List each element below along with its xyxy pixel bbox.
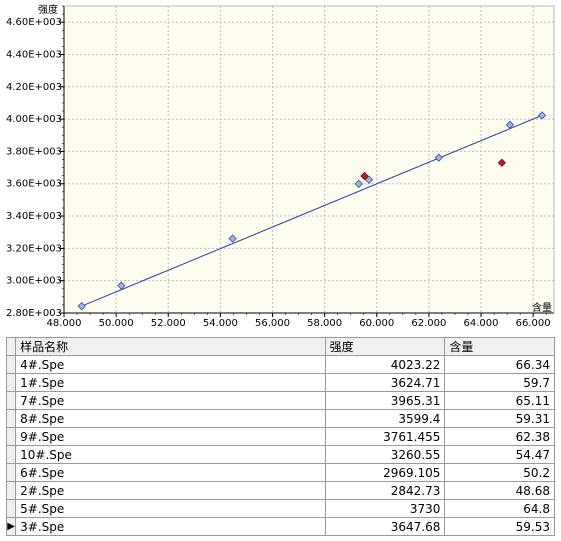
data-point xyxy=(434,153,443,162)
sample-name-cell[interactable]: 10#.Spe xyxy=(15,445,326,464)
intensity-cell[interactable]: 2969.105 xyxy=(324,463,446,482)
x-tick-label: 56.000 xyxy=(255,318,290,329)
data-point xyxy=(364,175,374,184)
plot-area xyxy=(64,6,554,313)
intensity-cell[interactable]: 2842.73 xyxy=(324,481,446,500)
row-indicator[interactable] xyxy=(5,499,17,518)
table-row[interactable]: 8#.Spe 3599.4 59.31 xyxy=(5,409,555,428)
intensity-cell[interactable]: 3965.31 xyxy=(324,391,446,410)
y-tick-label: 4.00E+003 xyxy=(6,114,62,125)
intensity-cell[interactable]: 3599.4 xyxy=(324,409,446,428)
content-cell[interactable]: 48.68 xyxy=(444,481,555,500)
content-cell[interactable]: 65.11 xyxy=(444,391,555,410)
sample-name-cell[interactable]: 1#.Spe xyxy=(15,373,326,392)
y-tick-label: 3.80E+003 xyxy=(6,146,62,157)
table-row[interactable]: 1#.Spe 3624.71 59.7 xyxy=(5,373,555,392)
row-indicator[interactable] xyxy=(5,445,17,464)
x-axis-label: 含量 xyxy=(532,301,552,314)
chart-svg: 48.000 50.000 52.000 54.000 56.000 58.000 60.0… xyxy=(6,3,555,329)
column-header-intensity[interactable]: 强度 xyxy=(324,337,446,356)
y-tick-label: 2.80E+003 xyxy=(6,308,62,319)
content-cell[interactable]: 66.34 xyxy=(444,355,555,374)
x-tick-label: 54.000 xyxy=(203,318,238,329)
intensity-cell[interactable]: 3260.55 xyxy=(324,445,446,464)
excluded-point xyxy=(360,171,369,181)
y-tick-label: 4.40E+003 xyxy=(6,49,62,60)
y-tick-label: 3.20E+003 xyxy=(6,243,62,254)
sample-name-cell[interactable]: 3#.Spe xyxy=(15,517,326,536)
row-indicator-header xyxy=(5,337,17,356)
row-indicator[interactable] xyxy=(5,427,17,446)
content-cell[interactable]: 59.31 xyxy=(444,409,555,428)
table-row[interactable]: 5#.Spe 3730 64.8 xyxy=(5,499,555,518)
row-indicator[interactable] xyxy=(5,373,17,392)
row-indicator[interactable]: ▶ xyxy=(5,517,17,536)
row-indicator[interactable] xyxy=(5,409,17,428)
data-point xyxy=(354,179,363,188)
table-row[interactable]: ▶ 3#.Spe 3647.68 59.53 xyxy=(5,517,555,536)
table-row[interactable]: 7#.Spe 3965.31 65.11 xyxy=(5,391,555,410)
y-axis-label: 强度 xyxy=(38,3,58,16)
content-cell[interactable]: 54.47 xyxy=(444,445,555,464)
row-indicator[interactable] xyxy=(5,463,17,482)
table-row[interactable]: 9#.Spe 3761.455 62.38 xyxy=(5,427,555,446)
row-indicator[interactable] xyxy=(5,391,17,410)
row-indicator[interactable] xyxy=(5,355,17,374)
sample-name-cell[interactable]: 8#.Spe xyxy=(15,409,326,428)
sample-name-cell[interactable]: 4#.Spe xyxy=(15,355,326,374)
y-tick-label: 3.60E+003 xyxy=(6,179,62,190)
data-point xyxy=(228,234,237,243)
intensity-cell[interactable]: 3761.455 xyxy=(324,427,446,446)
data-point xyxy=(117,281,126,290)
x-tick-label: 66.000 xyxy=(516,318,551,329)
sample-name-cell[interactable]: 2#.Spe xyxy=(15,481,326,500)
table-row[interactable]: 2#.Spe 2842.73 48.68 xyxy=(5,481,555,500)
row-indicator[interactable] xyxy=(5,481,17,500)
content-cell[interactable]: 62.38 xyxy=(444,427,555,446)
x-tick-label: 64.000 xyxy=(464,318,499,329)
sample-name-cell[interactable]: 7#.Spe xyxy=(15,391,326,410)
y-tick-label: 4.60E+003 xyxy=(6,17,62,28)
sample-name-cell[interactable]: 9#.Spe xyxy=(15,427,326,446)
x-tick-label: 52.000 xyxy=(151,318,186,329)
calibration-line xyxy=(81,114,543,307)
content-cell[interactable]: 59.7 xyxy=(444,373,555,392)
sample-table: 样品名称 强度 含量 4#.Spe 4023.22 66.34 1#.Spe 3624.… xyxy=(5,337,555,536)
x-tick-label: 50.000 xyxy=(99,318,134,329)
sample-name-cell[interactable]: 5#.Spe xyxy=(15,499,326,518)
table-row[interactable]: 10#.Spe 3260.55 54.47 xyxy=(5,445,555,464)
x-tick-label: 48.000 xyxy=(47,318,82,329)
intensity-cell[interactable]: 4023.22 xyxy=(324,355,446,374)
table-row[interactable]: 6#.Spe 2969.105 50.2 xyxy=(5,463,555,482)
sample-name-cell[interactable]: 6#.Spe xyxy=(15,463,326,482)
content-cell[interactable]: 50.2 xyxy=(444,463,555,482)
y-tick-label: 4.20E+003 xyxy=(6,82,62,93)
data-point xyxy=(77,301,86,311)
column-header-sample-name[interactable]: 样品名称 xyxy=(15,337,326,356)
x-tick-label: 58.000 xyxy=(307,318,342,329)
intensity-cell[interactable]: 3624.71 xyxy=(324,373,446,392)
table-row[interactable]: 4#.Spe 4023.22 66.34 xyxy=(5,355,555,374)
x-tick-label: 62.000 xyxy=(411,318,446,329)
intensity-cell[interactable]: 3730 xyxy=(324,499,446,518)
column-header-content[interactable]: 含量 xyxy=(444,337,555,356)
excluded-point xyxy=(497,158,507,167)
table-header-row: 样品名称 强度 含量 xyxy=(5,337,555,356)
calibration-chart: 48.000 50.000 52.000 54.000 56.000 58.000 60.0… xyxy=(6,3,555,329)
y-tick-label: 3.40E+003 xyxy=(6,211,62,222)
x-tick-label: 60.000 xyxy=(359,318,394,329)
data-point xyxy=(537,111,547,120)
content-cell[interactable]: 64.8 xyxy=(444,499,555,518)
intensity-cell[interactable]: 3647.68 xyxy=(324,517,446,536)
content-cell[interactable]: 59.53 xyxy=(444,517,555,536)
y-tick-label: 3.00E+003 xyxy=(6,276,62,287)
data-point xyxy=(505,120,515,129)
